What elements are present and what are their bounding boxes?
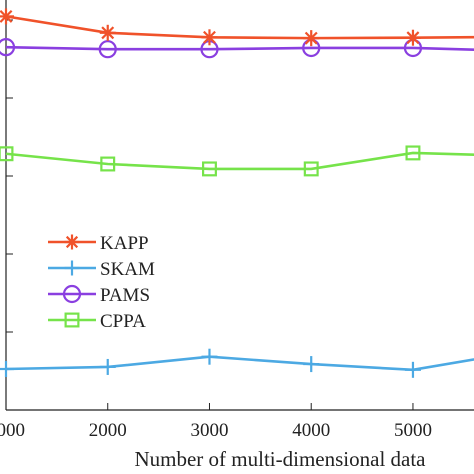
x-tick-label: 5000 [394,420,432,441]
series-line [5,151,474,171]
legend-item-kapp: KAPP [48,233,149,254]
data-point [0,8,14,25]
data-point [201,29,218,46]
legend-item-cppa: CPPA [48,311,146,332]
data-point [0,361,14,377]
data-point [404,361,421,378]
data-point [99,24,116,41]
legend: KAPP SKAM PAMS CPPA [48,233,155,332]
data-point [303,356,320,373]
x-tick-label: 3000 [190,420,228,441]
data-point [303,30,320,47]
axes [5,0,474,411]
data-point [0,146,14,162]
series-layer [0,8,474,378]
legend-label: CPPA [100,311,146,332]
x-tick-label: 1000 [0,420,25,441]
x-tick-label: 4000 [292,420,330,441]
data-point [62,284,82,304]
data-point [0,38,16,57]
x-tick-label: 2000 [89,420,127,441]
legend-label: KAPP [100,233,149,254]
series-pams [0,38,474,59]
legend-item-pams: PAMS [48,284,150,306]
data-point [303,161,319,177]
x-axis-label: Number of multi-dimensional data [134,447,426,471]
data-point [202,161,217,177]
series-cppa [0,145,474,177]
legend-item-skam: SKAM [48,259,155,280]
series-line [5,45,474,51]
legend-label: PAMS [100,285,150,306]
data-point [98,40,117,59]
x-ticks: 1000 2000 3000 4000 5000 [0,403,432,441]
series-line [5,15,474,40]
data-point [405,145,421,161]
data-point [404,29,421,46]
data-point [99,358,116,375]
data-point [100,156,116,172]
data-point [64,234,80,250]
legend-label: SKAM [100,259,155,280]
data-point [201,348,218,365]
series-kapp [0,8,474,47]
data-point [64,312,80,328]
series-line [5,355,474,372]
data-point [64,260,80,276]
series-skam [0,348,474,378]
